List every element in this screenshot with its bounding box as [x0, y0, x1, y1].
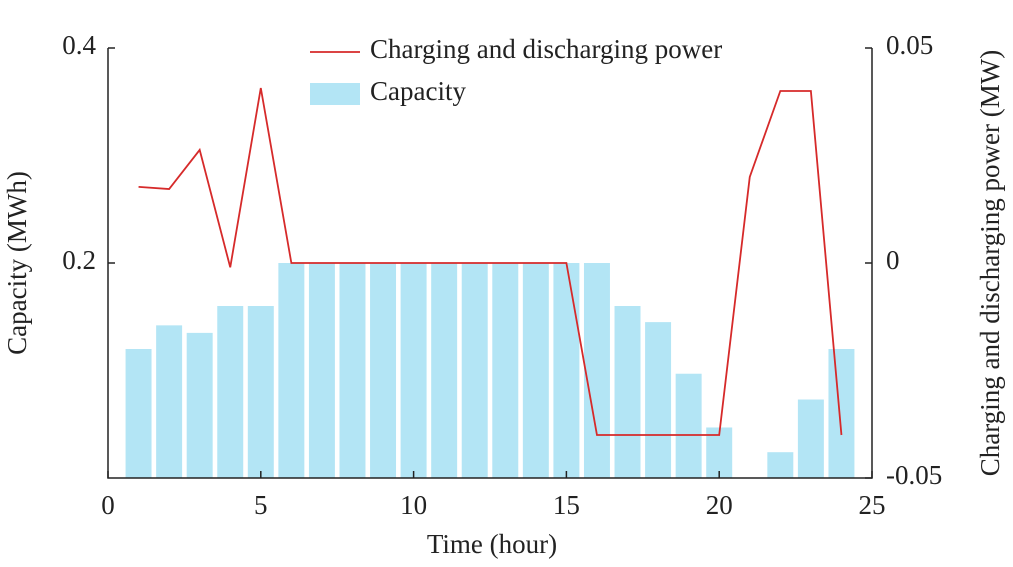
bar — [400, 263, 427, 478]
y-tick-label: 0.4 — [62, 30, 96, 60]
legend-label: Capacity — [370, 76, 466, 106]
bar — [125, 349, 152, 478]
legend-label: Charging and discharging power — [370, 34, 722, 64]
bar — [156, 325, 183, 478]
y2-tick-label: -0.05 — [886, 460, 942, 490]
y-tick-label: 0.2 — [62, 245, 96, 275]
bar — [645, 322, 672, 478]
bar — [583, 263, 610, 478]
bar — [339, 263, 366, 478]
x-tick-label: 10 — [400, 490, 427, 520]
x-axis-label: Time (hour) — [427, 529, 557, 559]
y-axis-label: Capacity (MWh) — [2, 171, 32, 355]
bar — [308, 263, 335, 478]
bar — [186, 332, 213, 478]
bar — [553, 263, 580, 478]
legend-swatch — [310, 83, 360, 105]
bar — [614, 306, 641, 478]
x-tick-label: 25 — [859, 490, 886, 520]
bar — [828, 349, 855, 478]
bar — [767, 452, 794, 478]
y2-axis-label: Charging and discharging power (MW) — [975, 50, 1005, 476]
bar — [370, 263, 397, 478]
power-line — [138, 87, 843, 436]
x-tick-label: 15 — [553, 490, 580, 520]
bar — [247, 306, 274, 478]
bar — [797, 399, 824, 478]
bar — [431, 263, 458, 478]
bar — [492, 263, 519, 478]
bar — [461, 263, 488, 478]
y2-tick-label: 0 — [886, 245, 900, 275]
bar — [217, 306, 244, 478]
x-tick-label: 20 — [706, 490, 733, 520]
bar — [675, 373, 702, 478]
bar — [522, 263, 549, 478]
x-tick-label: 0 — [101, 490, 115, 520]
y2-tick-label: 0.05 — [886, 30, 933, 60]
x-tick-label: 5 — [254, 490, 268, 520]
bar — [278, 263, 305, 478]
